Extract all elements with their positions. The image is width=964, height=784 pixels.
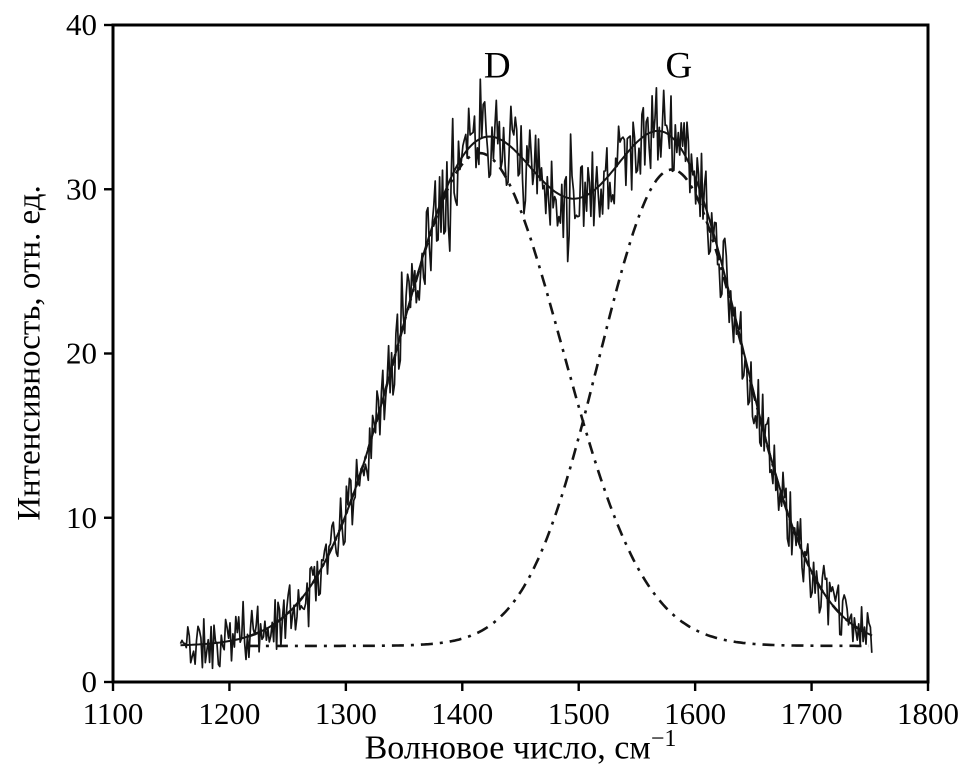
peak-label-G: G (665, 46, 692, 87)
measured-spectrum-line (179, 78, 873, 670)
x-axis-title-superscript: −1 (650, 726, 677, 752)
y-tick-label: 10 (66, 500, 97, 535)
fit-component-curve-G (246, 168, 870, 648)
x-tick-label: 1200 (198, 696, 260, 731)
plot-frame (111, 23, 930, 684)
x-axis-title: Волновое число, см−1 (113, 726, 928, 767)
x-tick-label: 1400 (431, 696, 493, 731)
x-tick-label: 1800 (897, 696, 959, 731)
x-tick-label: 1500 (548, 696, 610, 731)
y-tick-label: 0 (82, 664, 98, 699)
y-tick-label: 40 (66, 7, 97, 42)
fit-total-curve (180, 129, 873, 647)
fit-component-curve-D (246, 151, 869, 648)
y-tick-label: 20 (66, 336, 97, 371)
y-tick-label: 30 (66, 171, 97, 206)
x-tick-label: 1300 (315, 696, 377, 731)
peak-label-D: D (484, 46, 511, 87)
x-tick-label: 1100 (83, 696, 144, 731)
x-tick-label: 1600 (664, 696, 726, 731)
x-axis-title-text: Волновое число, см (364, 729, 651, 767)
x-tick-label: 1700 (781, 696, 843, 731)
